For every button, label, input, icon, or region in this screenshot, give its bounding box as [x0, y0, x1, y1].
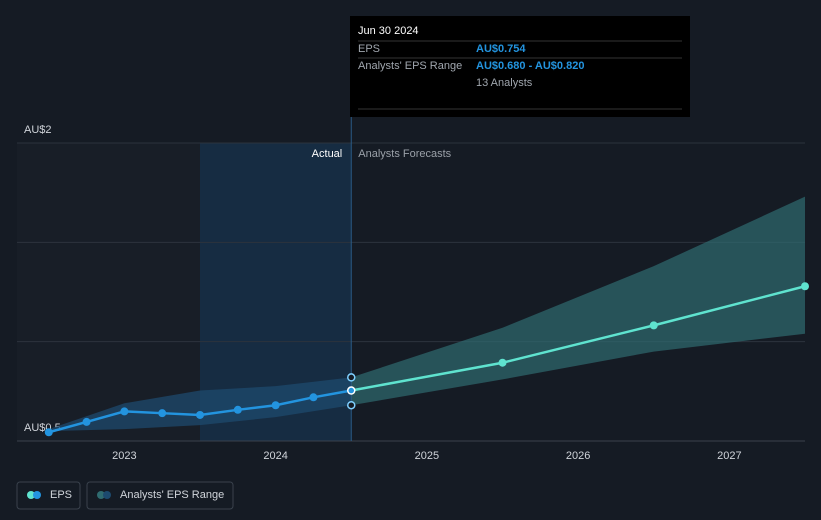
tooltip: Jun 30 2024 EPS AU$0.754 Analysts' EPS R… [350, 16, 690, 117]
x-tick-label: 2024 [263, 450, 287, 462]
point [82, 417, 91, 426]
tooltip-key: EPS [358, 43, 380, 55]
divider-label: Actual [312, 148, 343, 160]
legend-box[interactable] [86, 481, 234, 510]
tooltip-key: Analysts' EPS Range [358, 60, 462, 72]
point [498, 358, 507, 367]
x-tick-label: 2023 [112, 450, 136, 462]
divider-label: Analysts Forecasts [358, 148, 451, 160]
x-tick-label: 2025 [415, 450, 439, 462]
legend: EPS Analysts' EPS Range [16, 481, 234, 510]
point [196, 410, 205, 419]
point [801, 282, 809, 291]
legend-label: Analysts' EPS Range [120, 489, 224, 501]
point [309, 393, 318, 402]
line [351, 285, 806, 392]
point [233, 405, 242, 414]
point [44, 428, 53, 437]
legend-swatch [27, 491, 35, 499]
range-area [351, 196, 805, 406]
tooltip-value: AU$0.754 [476, 43, 526, 55]
tooltip-note: 13 Analysts [476, 77, 533, 89]
x-tick-label: 2026 [566, 450, 590, 462]
x-tick-label: 2027 [717, 450, 741, 462]
legend-box[interactable] [16, 481, 81, 510]
legend-label: EPS [50, 489, 72, 501]
range-area [48, 377, 352, 432]
legend-swatch [33, 491, 41, 499]
point [158, 409, 167, 418]
point [271, 401, 280, 410]
range-marker [347, 400, 356, 410]
legend-swatch [103, 491, 111, 499]
range-marker [347, 373, 356, 382]
point [120, 407, 129, 416]
tooltip-date: Jun 30 2024 [358, 25, 419, 37]
tooltip-box [350, 16, 690, 117]
y-tick-label: AU$2 [24, 124, 52, 136]
tooltip-value: AU$0.680 - AU$0.820 [476, 60, 584, 72]
legend-swatch [97, 491, 105, 499]
highlight-point [347, 386, 356, 395]
point [649, 321, 658, 330]
